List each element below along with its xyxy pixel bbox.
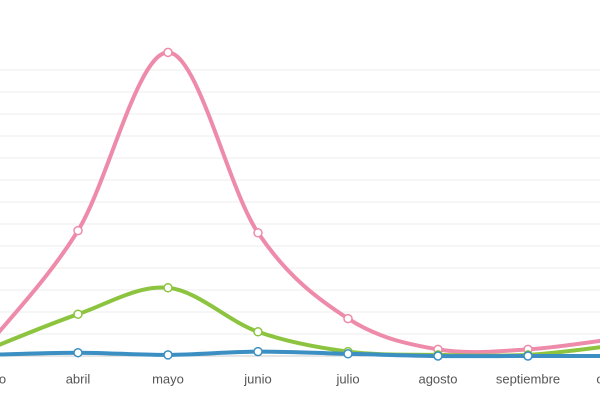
- data-point: [523, 351, 533, 361]
- x-tick-label: abril: [66, 371, 91, 386]
- data-point: [73, 347, 83, 358]
- x-tick-label: julio: [335, 371, 359, 386]
- x-tick-label: agosto: [418, 371, 457, 386]
- data-point: [163, 47, 173, 58]
- data-point: [163, 350, 173, 360]
- data-point: [433, 351, 443, 361]
- x-tick-label: marzo: [0, 371, 6, 386]
- x-tick-label: junio: [243, 371, 271, 386]
- x-tick-label: septiembre: [496, 371, 560, 386]
- data-point: [73, 225, 83, 236]
- data-point: [343, 349, 353, 359]
- data-point: [253, 327, 263, 337]
- data-point: [253, 346, 263, 357]
- x-tick-label: octubre: [596, 371, 600, 386]
- data-point: [343, 313, 353, 324]
- series-line: [0, 349, 600, 359]
- x-tick-label: mayo: [152, 371, 184, 386]
- data-point: [253, 228, 263, 238]
- data-point: [73, 309, 83, 319]
- data-point: [163, 283, 173, 293]
- series-line: [0, 285, 600, 358]
